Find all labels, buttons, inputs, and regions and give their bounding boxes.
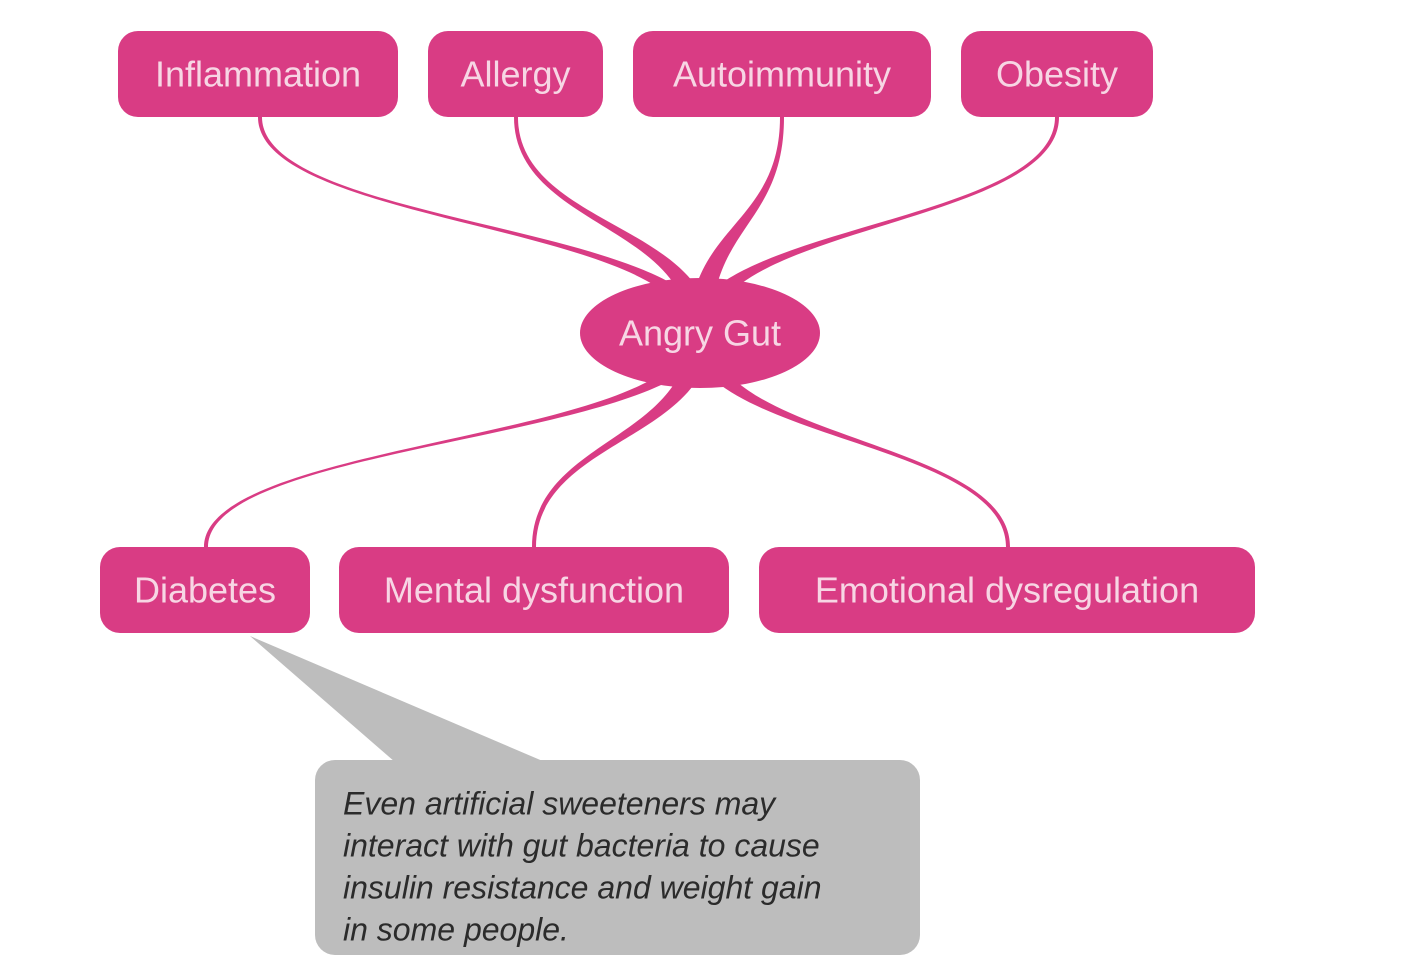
concept-node-label: Allergy — [460, 54, 570, 95]
concept-node: Mental dysfunction — [339, 547, 729, 633]
callout-text-line: insulin resistance and weight gain — [343, 869, 822, 905]
concept-node: Obesity — [961, 31, 1153, 117]
concept-node-label: Emotional dysregulation — [815, 570, 1199, 611]
concept-node-label: Mental dysfunction — [384, 570, 684, 611]
callout-text-line: in some people. — [343, 911, 569, 947]
callout-text-line: Even artificial sweeteners may — [343, 785, 777, 821]
concept-node: Diabetes — [100, 547, 310, 633]
concept-node: Allergy — [428, 31, 603, 117]
concept-node-label: Autoimmunity — [673, 54, 891, 95]
concept-node-label: Obesity — [996, 54, 1118, 95]
center-label: Angry Gut — [619, 313, 781, 354]
concept-node: Emotional dysregulation — [759, 547, 1255, 633]
concept-node: Autoimmunity — [633, 31, 931, 117]
center-node: Angry Gut — [580, 278, 820, 388]
concept-node: Inflammation — [118, 31, 398, 117]
concept-node-label: Diabetes — [134, 570, 276, 611]
concept-node-label: Inflammation — [155, 54, 361, 95]
callout-text-line: interact with gut bacteria to cause — [343, 827, 820, 863]
